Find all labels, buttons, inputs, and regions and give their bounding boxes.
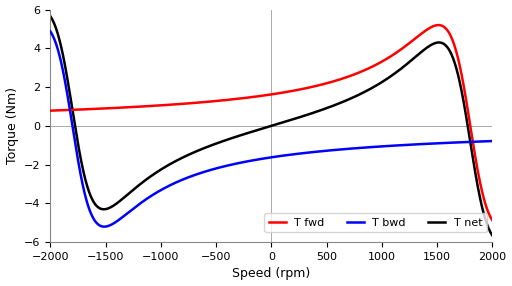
X-axis label: Speed (rpm): Speed (rpm) — [232, 267, 310, 281]
Legend: T fwd, T bwd, T net: T fwd, T bwd, T net — [265, 213, 487, 232]
Y-axis label: Torque (Nm): Torque (Nm) — [6, 87, 18, 164]
